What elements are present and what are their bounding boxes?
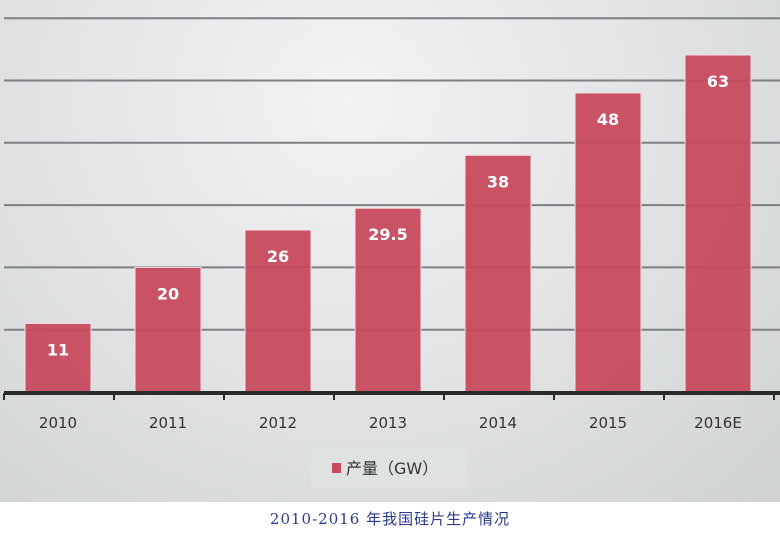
data-label: 29.5	[368, 225, 407, 244]
x-tick-label: 2011	[149, 414, 187, 432]
legend-swatch	[332, 463, 341, 473]
bar-2012	[244, 229, 312, 393]
x-tick-label: 2016E	[694, 414, 742, 432]
bar-2014	[464, 154, 532, 393]
data-label: 26	[267, 247, 289, 266]
data-label: 63	[707, 72, 729, 91]
bar-2011	[134, 266, 202, 393]
data-label: 20	[157, 284, 179, 303]
x-tick-label: 2010	[39, 414, 77, 432]
chart-area: 11 2010 20 2011 26 2012 29.5 2013 38 2014 48 2015 63…	[0, 0, 780, 502]
chart-caption: 2010-2016 年我国硅片生产情况	[269, 510, 511, 528]
data-label: 11	[47, 340, 69, 359]
bar-chart: 11 2010 20 2011 26 2012 29.5 2013 38 2014 48 2015 63…	[3, 17, 780, 488]
x-tick-label: 2012	[259, 414, 297, 432]
x-tick-label: 2015	[589, 414, 627, 432]
data-label: 38	[487, 172, 509, 191]
bar-2016E	[684, 54, 752, 393]
bar-2015	[574, 92, 642, 393]
data-label: 48	[597, 110, 619, 129]
legend-label: 产量（GW）	[346, 459, 438, 478]
bar-2013	[354, 207, 422, 393]
x-tick-label: 2014	[479, 414, 517, 432]
x-tick-label: 2013	[369, 414, 407, 432]
